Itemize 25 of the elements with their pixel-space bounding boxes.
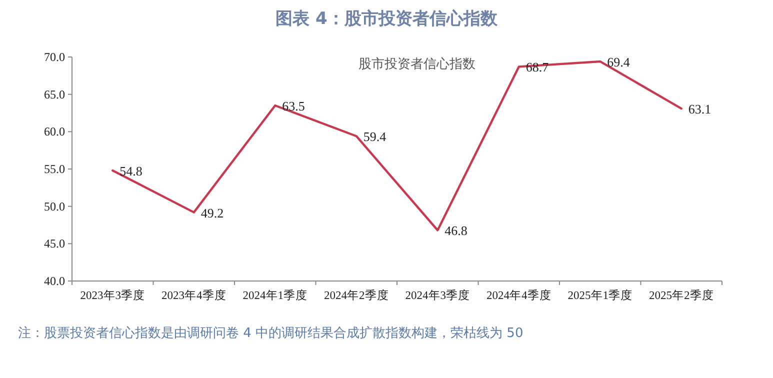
x-tick-label: 2023年4季度	[162, 288, 226, 302]
data-label: 59.4	[363, 129, 387, 144]
y-tick-label: 55.0	[44, 162, 65, 176]
x-tick-label: 2025年2季度	[649, 288, 714, 302]
x-tick-label: 2023年3季度	[80, 288, 145, 302]
text: 注：股票投资者信心指数是由调研问卷 4 中的调研结果合成扩散指数构建，荣枯线为 50	[18, 325, 524, 341]
data-label: 46.8	[444, 223, 468, 238]
x-tick-label: 2024年2季度	[324, 288, 389, 302]
x-tick-label: 2024年4季度	[486, 288, 552, 302]
chart-title: 图表 4：股市投资者信心指数	[276, 9, 498, 29]
y-tick-label: 70.0	[44, 50, 65, 64]
data-label: 69.4	[607, 54, 630, 70]
y-tick-label: 60.0	[44, 124, 65, 139]
y-tick-label: 50.0	[44, 199, 65, 214]
y-tick-label: 45.0	[44, 236, 65, 251]
data-label: 49.2	[200, 205, 224, 220]
x-tick-label: 2024年3季度	[405, 288, 470, 302]
y-tick-label: 40.0	[44, 274, 65, 288]
y-tick-label: 65.0	[44, 87, 65, 102]
x-tick-label: 2024年1季度	[242, 288, 308, 302]
data-label: 54.8	[120, 163, 142, 178]
data-label: 63.1	[688, 102, 712, 117]
annotation: 股市投资者信心指数	[358, 56, 476, 72]
data-label: 63.5	[282, 98, 305, 114]
x-tick-label: 2025年1季度	[568, 288, 632, 302]
